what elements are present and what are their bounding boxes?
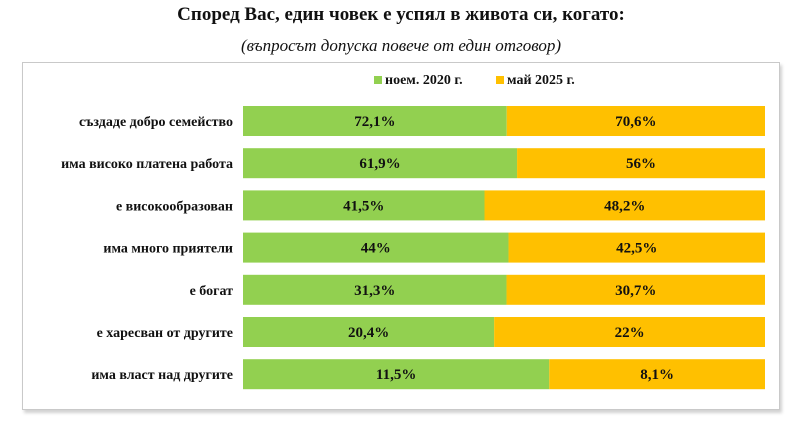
bar-2020 xyxy=(243,274,507,305)
bar-2025 xyxy=(506,274,765,305)
bar-2020 xyxy=(243,190,485,221)
data-label-2020: 61,9% xyxy=(359,156,400,172)
data-label-2025: 22% xyxy=(615,325,645,341)
data-label-2020: 41,5% xyxy=(343,198,384,214)
bar-2025 xyxy=(517,148,765,179)
bar-2025 xyxy=(549,359,765,390)
data-label-2025: 48,2% xyxy=(604,198,645,214)
chart-title: Според Вас, един човек е успял в живота … xyxy=(177,4,625,25)
bar-2020 xyxy=(243,148,518,179)
data-label-2025: 56% xyxy=(626,156,656,172)
bar-2025 xyxy=(506,106,765,136)
category-label: е високообразован xyxy=(116,199,233,214)
legend-swatch-2025 xyxy=(496,76,504,84)
bar-2025 xyxy=(484,190,765,221)
legend-swatch-2020 xyxy=(374,76,382,84)
bar-2020 xyxy=(243,359,550,390)
bar-2025 xyxy=(508,232,765,263)
bar-2025 xyxy=(494,317,765,347)
data-label-2020: 11,5% xyxy=(376,367,416,383)
data-label-2025: 42,5% xyxy=(616,241,657,257)
data-label-2025: 8,1% xyxy=(640,367,674,383)
category-label: създаде добро семейство xyxy=(79,115,233,130)
data-label-2020: 72,1% xyxy=(354,114,395,130)
category-label: има високо платена работа xyxy=(61,157,233,172)
category-label: е харесван от другите xyxy=(97,326,233,341)
legend-label-2025: май 2025 г. xyxy=(507,73,575,88)
data-label-2025: 70,6% xyxy=(615,114,656,130)
data-label-2020: 20,4% xyxy=(348,325,389,341)
data-label-2020: 31,3% xyxy=(354,283,395,299)
data-label-2020: 44% xyxy=(361,241,391,257)
data-label-2025: 30,7% xyxy=(615,283,656,299)
chart-subtitle: (въпросът допуска повече от един отговор… xyxy=(240,36,562,55)
legend-label-2020: ноем. 2020 г. xyxy=(385,73,463,88)
category-label: има много приятели xyxy=(103,242,233,257)
bar-2020 xyxy=(243,106,507,136)
bar-2020 xyxy=(243,232,509,263)
category-label: има власт над другите xyxy=(91,368,233,383)
bar-2020 xyxy=(243,317,495,347)
category-label: е богат xyxy=(190,284,234,299)
